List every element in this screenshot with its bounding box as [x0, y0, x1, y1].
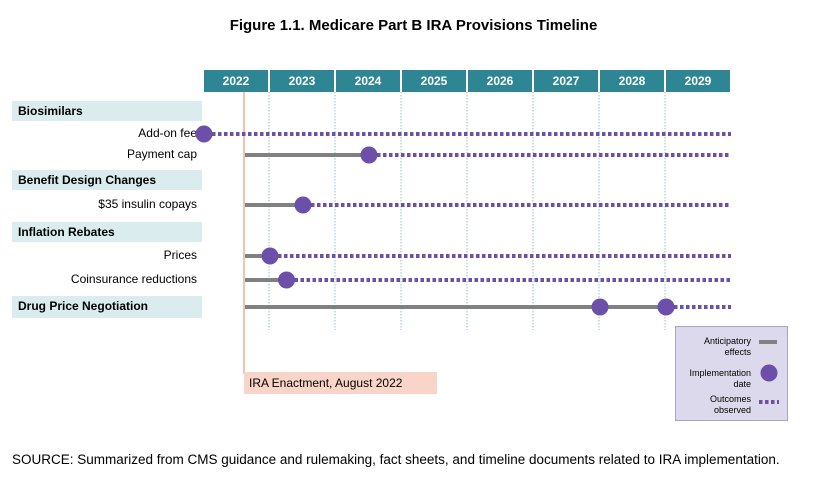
- section-band: [12, 101, 202, 121]
- year-2024: 2024: [336, 70, 400, 92]
- implementation-marker: [591, 298, 609, 316]
- implementation-marker: [294, 196, 312, 214]
- year-2022: 2022: [204, 70, 268, 92]
- section-band: [12, 170, 202, 190]
- timeline-chart: [195, 92, 731, 374]
- legend: Anticipatory effects Implementation date…: [675, 326, 788, 421]
- enactment-label: IRA Enactment, August 2022: [244, 372, 437, 394]
- row-label: Add-on fee: [138, 126, 197, 140]
- year-2026: 2026: [468, 70, 532, 92]
- legend-anticipatory-label: Anticipatory effects: [703, 336, 751, 357]
- source-note: SOURCE: Summarized from CMS guidance and…: [12, 452, 780, 467]
- year-2029: 2029: [666, 70, 730, 92]
- legend-swatches: [759, 340, 779, 404]
- section-band: [12, 222, 202, 242]
- chart-title: Figure 1.1. Medicare Part B IRA Provisio…: [229, 17, 598, 34]
- implementation-marker: [195, 125, 213, 143]
- row-label: Coinsurance reductions: [70, 272, 197, 286]
- section-label: Biosimilars: [18, 104, 83, 118]
- row-label: Prices: [163, 248, 197, 262]
- section-label: Drug Price Negotiation: [18, 299, 149, 313]
- implementation-marker: [261, 247, 279, 265]
- legend-outcomes-label: Outcomes observed: [709, 394, 751, 415]
- implementation-marker: [278, 271, 295, 289]
- year-2023: 2023: [270, 70, 334, 92]
- implementation-marker: [657, 298, 675, 316]
- row-label: Payment cap: [126, 147, 197, 161]
- year-2028: 2028: [600, 70, 664, 92]
- row-label: $35 insulin copays: [98, 197, 197, 211]
- section-label: Benefit Design Changes: [18, 173, 157, 187]
- legend-implementation-label: Implementation date: [689, 368, 751, 389]
- section-band: [12, 296, 202, 318]
- legend-implementation-swatch: [760, 364, 778, 382]
- year-2027: 2027: [534, 70, 598, 92]
- section-label: Inflation Rebates: [18, 225, 115, 239]
- year-2025: 2025: [402, 70, 466, 92]
- implementation-marker: [360, 146, 378, 164]
